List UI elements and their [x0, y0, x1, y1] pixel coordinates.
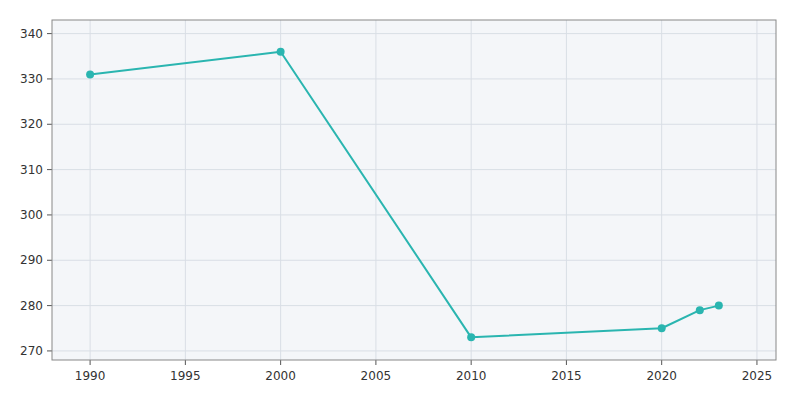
y-tick-label: 320 — [20, 117, 43, 131]
point — [715, 302, 723, 310]
x-tick — [185, 360, 186, 365]
x-grid-line — [280, 20, 281, 360]
axes: 1990 1995 2000 2005 2010 2015 2020 2025 270 280 29… — [20, 27, 772, 383]
y-tick-label: 340 — [20, 27, 43, 41]
y-grid-line — [52, 350, 776, 351]
x-tick — [375, 360, 376, 365]
point — [696, 306, 704, 314]
chart-svg: 1990 1995 2000 2005 2010 2015 2020 2025 270 280 29… — [0, 0, 800, 400]
y-tick-label: 330 — [20, 72, 43, 86]
y-tick — [47, 305, 52, 306]
line — [90, 52, 719, 338]
x-tick — [280, 360, 281, 365]
x-tick — [661, 360, 662, 365]
x-tick-label: 1990 — [75, 369, 106, 383]
y-tick-label: 290 — [20, 253, 43, 267]
x-tick-label: 2015 — [551, 369, 582, 383]
y-grid-line — [52, 33, 776, 34]
x-tick — [471, 360, 472, 365]
chart-container: 1990 1995 2000 2005 2010 2015 2020 2025 270 280 29… — [0, 0, 800, 400]
y-grid-line — [52, 214, 776, 215]
y-tick-label: 300 — [20, 208, 43, 222]
y-tick — [47, 33, 52, 34]
grid — [52, 20, 776, 360]
x-tick-label: 2010 — [456, 369, 487, 383]
y-grid-line — [52, 305, 776, 306]
x-tick-label: 2000 — [265, 369, 296, 383]
x-tick-label: 2005 — [361, 369, 392, 383]
y-tick-label: 280 — [20, 299, 43, 313]
x-grid-line — [756, 20, 757, 360]
x-tick-label: 2025 — [742, 369, 773, 383]
y-tick — [47, 260, 52, 261]
series — [86, 48, 723, 342]
x-grid-line — [185, 20, 186, 360]
y-tick-label: 270 — [20, 344, 43, 358]
x-grid-line — [375, 20, 376, 360]
y-tick-label: 310 — [20, 163, 43, 177]
x-tick-label: 1995 — [170, 369, 201, 383]
y-grid-line — [52, 124, 776, 125]
x-grid-line — [566, 20, 567, 360]
x-grid-line — [471, 20, 472, 360]
y-tick — [47, 78, 52, 79]
y-grid-line — [52, 260, 776, 261]
point — [467, 333, 475, 341]
plot-frame — [52, 20, 776, 360]
x-tick-label: 2020 — [646, 369, 677, 383]
point — [658, 324, 666, 332]
point — [86, 70, 94, 78]
y-tick — [47, 124, 52, 125]
y-tick — [47, 214, 52, 215]
point — [277, 48, 285, 56]
y-grid-line — [52, 169, 776, 170]
x-tick — [756, 360, 757, 365]
y-grid-line — [52, 78, 776, 79]
y-tick — [47, 350, 52, 351]
x-grid-line — [661, 20, 662, 360]
plot-background — [52, 20, 776, 360]
x-tick — [566, 360, 567, 365]
y-tick — [47, 169, 52, 170]
x-tick — [90, 360, 91, 365]
